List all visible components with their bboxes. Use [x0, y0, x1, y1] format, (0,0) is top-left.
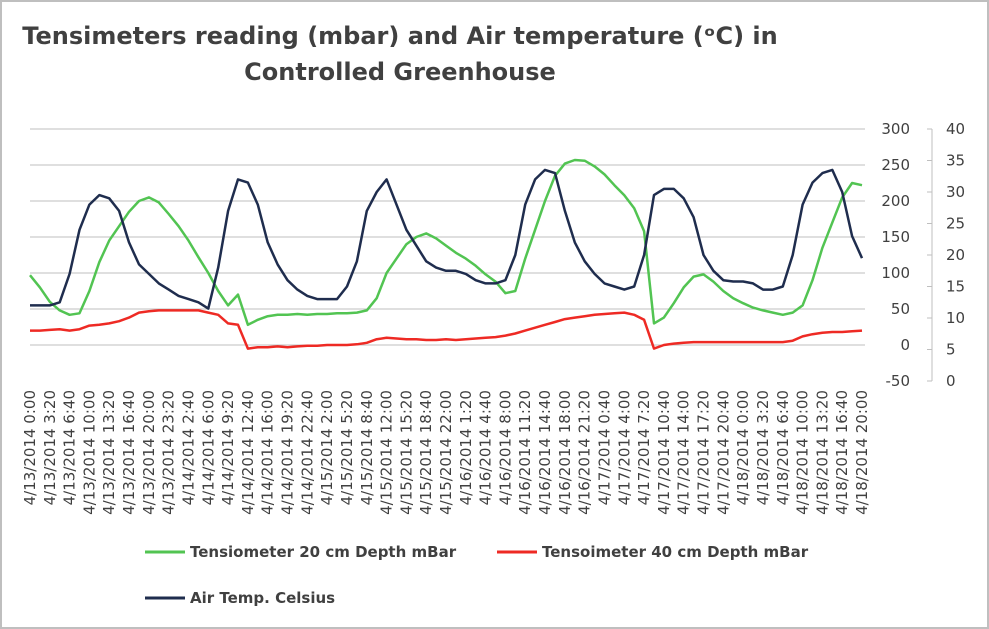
legend-label: Air Temp. Celsius	[190, 589, 335, 607]
y2-tick-label: 5	[946, 341, 956, 359]
y-tick-label: 200	[881, 192, 910, 210]
x-tick-label: 4/17/2014 17:20	[695, 390, 713, 515]
x-tick-label: 4/16/2014 14:40	[536, 390, 554, 515]
x-tick-label: 4/15/2014 18:40	[417, 390, 435, 515]
x-tick-label: 4/14/2014 9:20	[219, 390, 237, 505]
x-tick-label: 4/18/2014 16:40	[833, 390, 851, 515]
x-tick-label: 4/13/2014 16:40	[120, 390, 138, 515]
x-tick-label: 4/17/2014 20:40	[714, 390, 732, 515]
x-tick-label: 4/13/2014 23:20	[160, 390, 178, 515]
legend-label: Tensiometer 20 cm Depth mBar	[190, 543, 457, 561]
y-tick-label: 50	[891, 300, 910, 318]
x-tick-label: 4/18/2014 6:40	[774, 390, 792, 505]
y-tick-label: 300	[881, 120, 910, 138]
y-tick-label: 250	[881, 156, 910, 174]
y2-tick-label: 40	[946, 120, 965, 138]
x-tick-label: 4/14/2014 22:40	[298, 390, 316, 515]
legend-label: Tensoimeter 40 cm Depth mBar	[542, 543, 809, 561]
x-tick-label: 4/16/2014 8:00	[496, 390, 514, 505]
x-tick-label: 4/13/2014 13:20	[100, 390, 118, 515]
y2-tick-label: 10	[946, 309, 965, 327]
y-tick-label: 0	[900, 336, 910, 354]
series-line	[30, 309, 863, 350]
x-tick-label: 4/14/2014 2:40	[179, 390, 197, 505]
y-tick-label: -50	[886, 372, 911, 390]
x-tick-label: 4/15/2014 15:20	[397, 390, 415, 515]
x-tick-label: 4/16/2014 21:20	[576, 390, 594, 515]
x-tick-label: 4/14/2014 19:20	[279, 390, 297, 515]
x-tick-label: 4/16/2014 4:40	[477, 390, 495, 505]
x-tick-label: 4/14/2014 6:00	[199, 390, 217, 505]
x-tick-label: 4/15/2014 22:00	[437, 390, 455, 515]
x-tick-label: 4/14/2014 12:40	[239, 390, 257, 515]
y2-tick-label: 15	[946, 278, 965, 296]
x-tick-label: 4/16/2014 11:20	[516, 390, 534, 515]
x-tick-label: 4/13/2014 10:00	[80, 390, 98, 515]
chart-title: Controlled Greenhouse	[244, 58, 556, 86]
y2-tick-label: 35	[946, 152, 965, 170]
x-tick-label: 4/15/2014 5:20	[338, 390, 356, 505]
x-tick-label: 4/17/2014 7:20	[635, 390, 653, 505]
x-tick-label: 4/18/2014 13:20	[813, 390, 831, 515]
x-tick-label: 4/17/2014 10:40	[655, 390, 673, 515]
x-tick-label: 4/17/2014 14:00	[675, 390, 693, 515]
y2-tick-label: 20	[946, 246, 965, 264]
x-tick-label: 4/16/2014 1:20	[457, 390, 475, 505]
x-tick-label: 4/18/2014 20:00	[853, 390, 871, 515]
x-tick-label: 4/13/2014 6:40	[61, 390, 79, 505]
x-tick-label: 4/14/2014 16:00	[259, 390, 277, 515]
x-tick-label: 4/13/2014 3:20	[41, 390, 59, 505]
chart-title: Tensimeters reading (mbar) and Air tempe…	[22, 22, 777, 50]
x-tick-label: 4/18/2014 3:20	[754, 390, 772, 505]
x-tick-label: 4/16/2014 18:00	[556, 390, 574, 515]
y2-tick-label: 30	[946, 183, 965, 201]
x-tick-label: 4/15/2014 12:00	[378, 390, 396, 515]
x-tick-label: 4/13/2014 20:00	[140, 390, 158, 515]
x-tick-label: 4/18/2014 0:00	[734, 390, 752, 505]
series-line	[29, 158, 863, 327]
y-tick-label: 100	[881, 264, 910, 282]
series-line	[30, 168, 864, 310]
x-tick-label: 4/17/2014 4:00	[615, 390, 633, 505]
y-tick-label: 150	[881, 228, 910, 246]
y2-tick-label: 25	[946, 215, 965, 233]
y2-tick-label: 0	[946, 372, 956, 390]
x-tick-label: 4/15/2014 8:40	[358, 390, 376, 505]
x-tick-label: 4/13/2014 0:00	[21, 390, 39, 505]
x-tick-label: 4/18/2014 10:00	[794, 390, 812, 515]
x-tick-label: 4/17/2014 0:40	[595, 390, 613, 505]
x-tick-label: 4/15/2014 2:00	[318, 390, 336, 505]
